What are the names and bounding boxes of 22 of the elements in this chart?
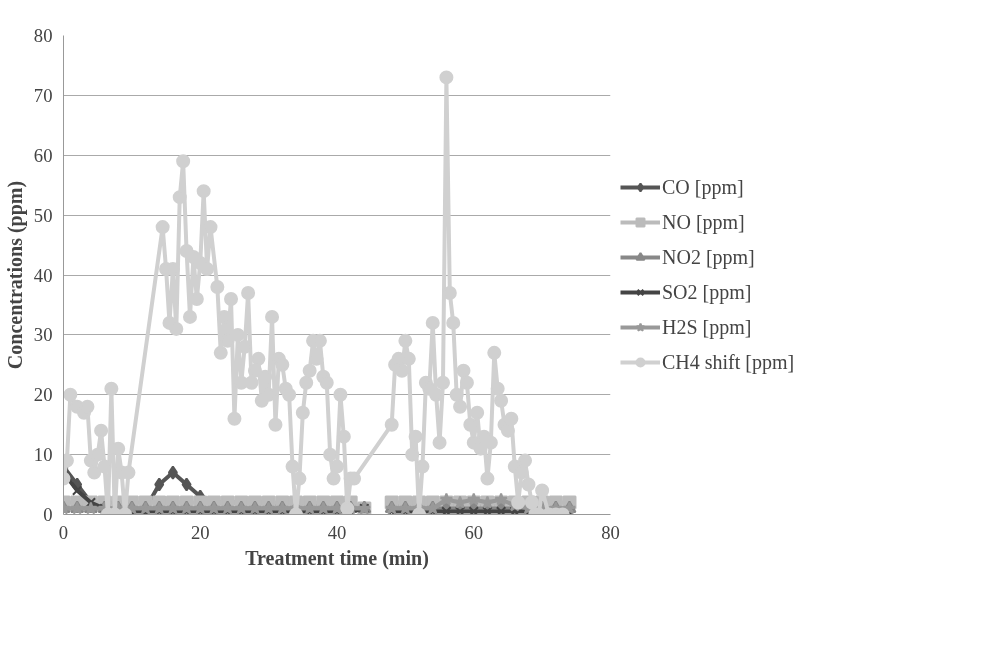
y-tick-label: 20 (33, 384, 53, 406)
x-tick-label: 80 (601, 521, 620, 543)
legend-label: CH4 shift [ppm] (662, 350, 795, 374)
x-tick-label: 40 (327, 521, 347, 543)
x-tick-label: 20 (190, 521, 210, 543)
legend-label: SO2 [ppm] (662, 280, 752, 304)
legend-label: H2S [ppm] (662, 315, 752, 339)
x-tick-label: 60 (464, 521, 484, 543)
x-tick-label: 0 (58, 521, 69, 543)
y-axis-title: Concentrations (ppm) (3, 180, 27, 370)
y-tick-label: 40 (33, 264, 53, 286)
y-tick-label: 10 (33, 444, 53, 466)
y-tick-label: 80 (33, 25, 53, 46)
legend-label: CO [ppm] (662, 175, 744, 199)
y-tick-label: 0 (43, 504, 53, 525)
y-tick-label: 60 (33, 144, 53, 166)
x-axis-title: Treatment time (min) (245, 546, 429, 570)
y-tick-label: 50 (33, 204, 53, 226)
y-tick-label: 70 (33, 84, 53, 106)
legend-label: NO [ppm] (662, 210, 745, 234)
y-tick-label: 30 (33, 324, 53, 346)
legend-label: NO2 [ppm] (662, 245, 755, 269)
